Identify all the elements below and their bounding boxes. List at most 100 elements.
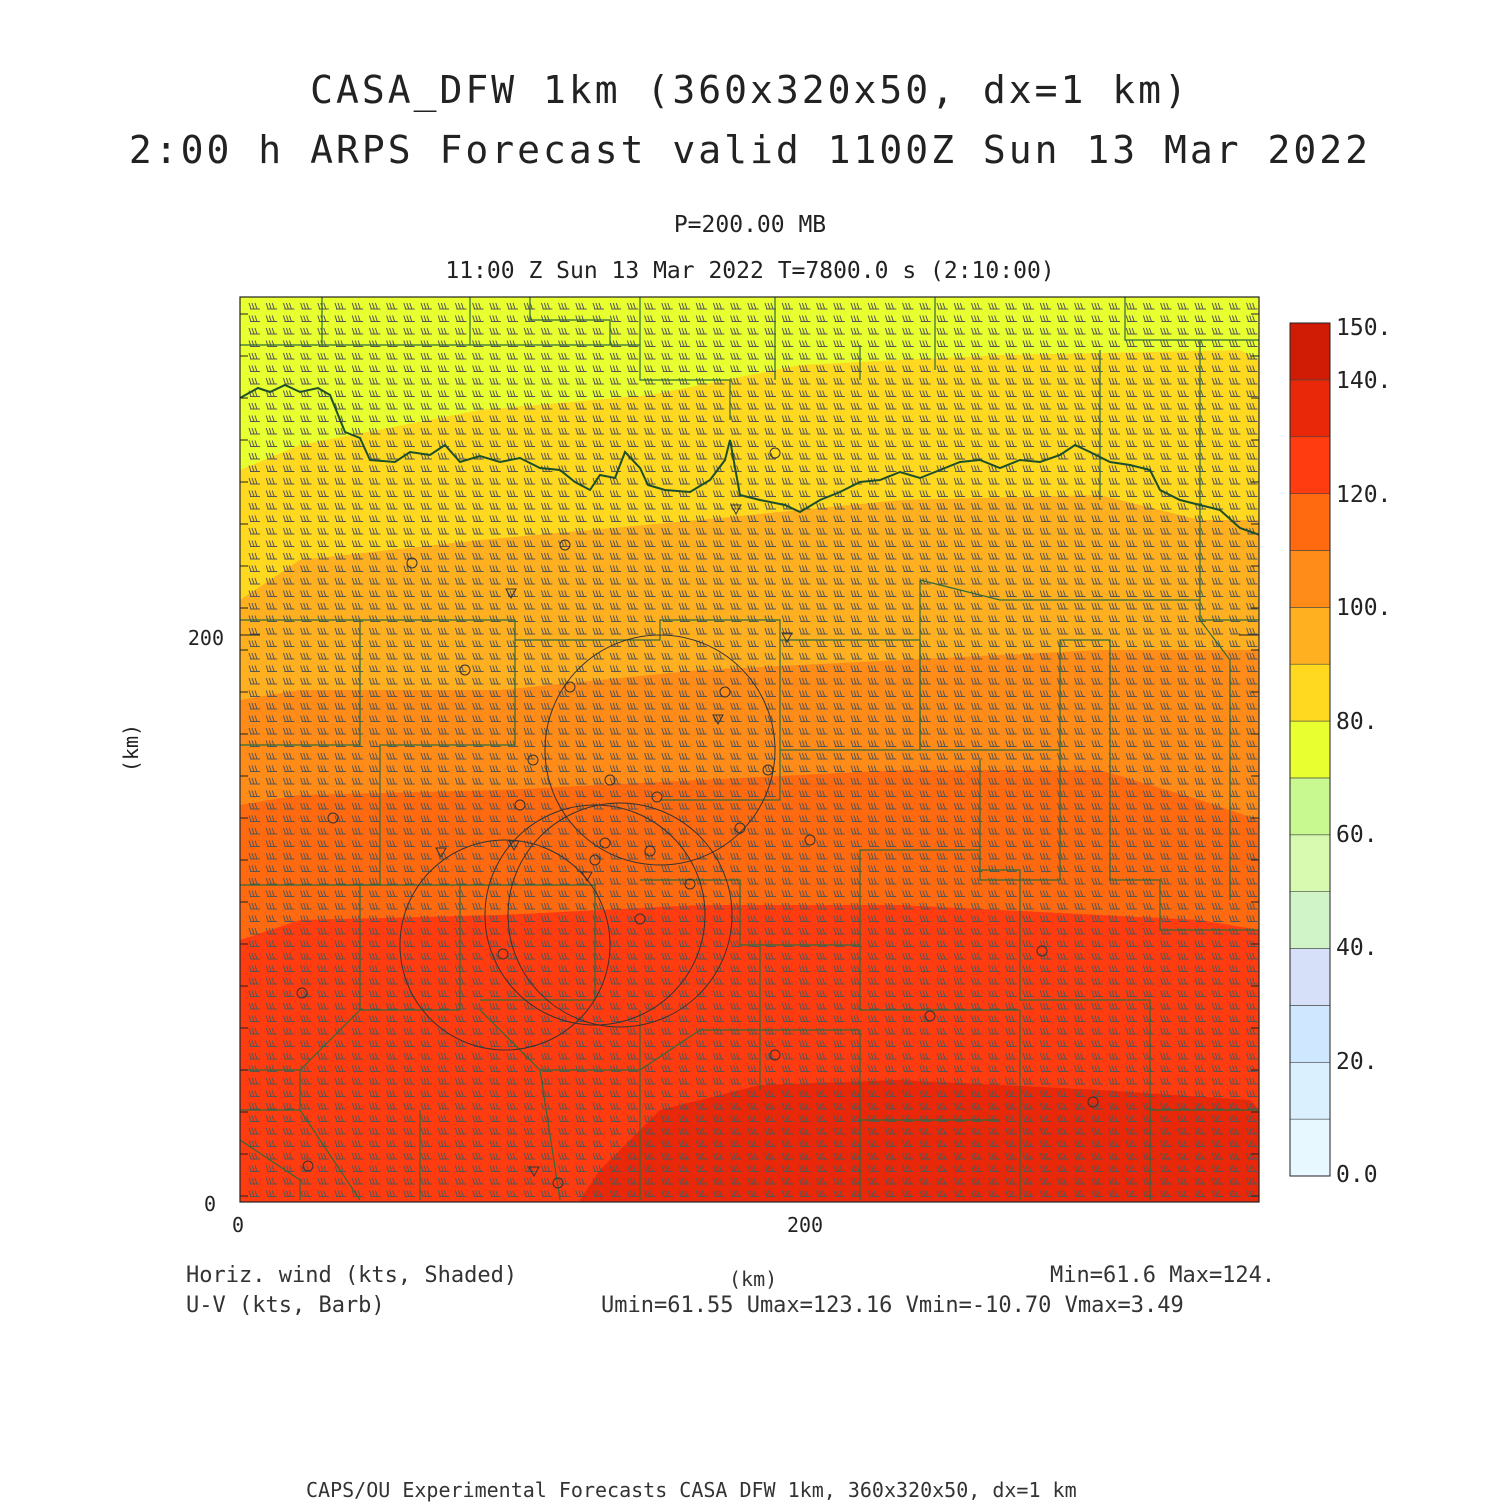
county-line: [515, 619, 781, 801]
colorbar-swatch: [1289, 948, 1331, 1006]
radar-site-marker: [781, 632, 793, 644]
colorbar-swatch: [1289, 1118, 1331, 1177]
county-line: [460, 884, 596, 1001]
county-line: [919, 579, 1200, 601]
station-marker: [327, 812, 339, 824]
county-line: [240, 1009, 361, 1111]
station-marker: [769, 1049, 781, 1061]
county-line: [340, 884, 461, 1011]
county-line: [774, 297, 1259, 380]
radar-site-marker: [435, 847, 447, 859]
station-marker: [804, 834, 816, 846]
colorbar-label: 60.: [1336, 822, 1378, 848]
state-border: [240, 383, 1259, 536]
radar-ring: [544, 634, 776, 866]
valid-time: 11:00 Z Sun 13 Mar 2022 T=7800.0 s (2:10…: [445, 258, 1055, 284]
station-marker: [651, 791, 663, 803]
county-line: [240, 619, 361, 746]
station-marker: [559, 539, 571, 551]
barb-field: [248, 302, 1258, 1197]
plot-frame: [239, 296, 1260, 1203]
station-marker: [599, 837, 611, 849]
state-border-line: [240, 383, 1259, 536]
colorbar: 150. 140. 120. 100. 80. 60. 40. 20. 0.0: [1289, 315, 1391, 1188]
county-line: [240, 297, 641, 346]
colorbar-label: 80.: [1336, 709, 1378, 735]
title-line-1: CASA_DFW 1km (360x320x50, dx=1 km): [310, 68, 1190, 112]
radar-site-marker: [581, 871, 593, 883]
station-marker: [1036, 945, 1048, 957]
colorbar-swatch: [1289, 550, 1331, 608]
colorbar-swatch: [1289, 379, 1331, 438]
title-line-2: 2:00 h ARPS Forecast valid 1100Z Sun 13 …: [128, 128, 1372, 172]
colorbar-label: 100.: [1336, 595, 1391, 621]
station-marker: [296, 987, 308, 999]
county-line: [639, 345, 861, 420]
colorbar-label: 140.: [1336, 368, 1391, 394]
county-line: [980, 869, 1259, 1111]
colorbar-swatch: [1289, 493, 1331, 551]
county-line: [479, 1009, 641, 1071]
colorbar-swatch: [1289, 322, 1331, 381]
colorbar-swatch: [1289, 720, 1331, 779]
station-marker: [924, 1010, 936, 1022]
shaded-field-label: Horiz. wind (kts, Shaded): [186, 1263, 518, 1288]
radar-range-rings: [296, 447, 1099, 1189]
wind-speed-shading: [240, 297, 1259, 1202]
colorbar-label: 20.: [1336, 1049, 1378, 1075]
colorbar-swatch: [1289, 777, 1331, 836]
station-marker: [589, 854, 601, 866]
station-marker: [684, 878, 696, 890]
station-marker: [762, 764, 774, 776]
colorbar-swatch: [1289, 1061, 1331, 1120]
colorbar-label: 0.0: [1336, 1162, 1378, 1188]
speed-band-6: [578, 1080, 1259, 1202]
colorbar-swatch: [1289, 663, 1331, 722]
radar-ring: [399, 839, 611, 1051]
colorbar-label: 150.: [1336, 315, 1391, 341]
radar-site-marker: [730, 504, 742, 516]
radar-site-marker: [505, 588, 517, 600]
colorbar-label: 120.: [1336, 482, 1391, 508]
min-max-label: Min=61.6 Max=124.: [1050, 1263, 1276, 1288]
county-line: [859, 945, 1020, 1011]
pressure-level: P=200.00 MB: [673, 212, 827, 238]
station-marker: [634, 913, 646, 925]
colorbar-swatch: [1289, 607, 1331, 665]
station-marker: [719, 686, 731, 698]
station-marker: [406, 557, 418, 569]
station-marker: [302, 1160, 314, 1172]
barb-field-label: U-V (kts, Barb): [186, 1293, 385, 1318]
colorbar-swatch: [1289, 1005, 1331, 1063]
county-line: [759, 940, 1151, 1200]
radar-site-marker: [712, 714, 724, 726]
radar-site-marker: [528, 1166, 540, 1178]
station-marker: [527, 754, 539, 766]
colorbar-swatch: [1289, 834, 1331, 892]
station-marker: [459, 664, 471, 676]
station-marker: [644, 845, 656, 857]
uv-stats-label: Umin=61.55 Umax=123.16 Vmin=-10.70 Vmax=…: [601, 1293, 1184, 1318]
county-line: [240, 1139, 301, 1200]
station-marker: [604, 774, 616, 786]
station-marker: [552, 1177, 564, 1189]
wind-barbs: [248, 302, 1258, 1197]
station-marker: [497, 948, 509, 960]
station-marker: [514, 799, 526, 811]
station-marker: [769, 447, 781, 459]
county-line: [639, 1070, 861, 1200]
credit-line: CAPS/OU Experimental Forecasts CASA DFW …: [306, 1478, 1077, 1502]
colorbar-swatch: [1289, 436, 1331, 494]
county-line: [321, 297, 611, 345]
county-line: [639, 1029, 1000, 1121]
county-line: [919, 580, 1259, 931]
colorbar-swatch: [1289, 891, 1331, 949]
station-marker: [564, 681, 576, 693]
x-axis-label: (km): [729, 1267, 778, 1291]
county-line: [640, 849, 980, 946]
radar-site-marker: [508, 840, 520, 852]
county-line: [1199, 619, 1231, 900]
y-axis-label: (km): [119, 724, 143, 772]
station-marker: [734, 822, 746, 834]
